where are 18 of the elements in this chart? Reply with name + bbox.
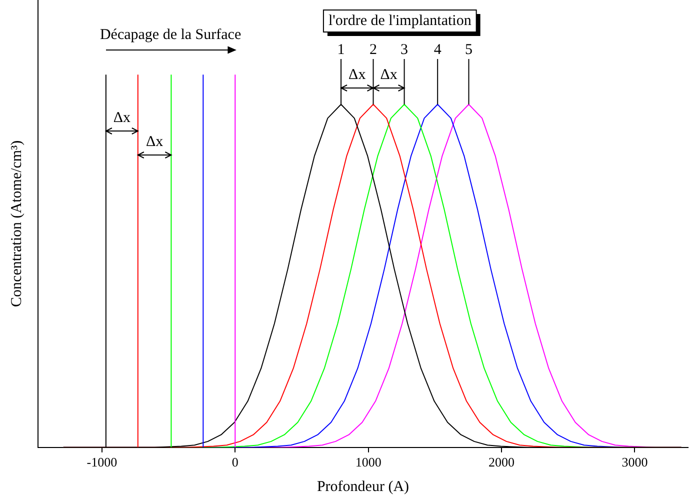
text: 2 [370,42,378,58]
text: 4 [434,42,442,58]
x-axis-title: Profondeur (A) [316,478,410,495]
annotation: Δx [348,66,366,83]
annotation: Δx [380,66,398,83]
text: 3 [400,42,408,58]
x-tick-label: 3000 [622,454,648,470]
text: 5 [465,42,473,58]
text: Décapage de la Surface [100,26,242,43]
annotation: Δx [113,110,131,126]
x-tick-label: 2000 [488,454,515,470]
text: l'ordre de l'implantation [328,12,472,29]
annotation: Δx [146,134,164,150]
text: 1 [337,42,345,58]
x-tick-label: 0 [232,454,238,470]
x-tick-label: 1000 [355,454,382,470]
y-axis-title: Concentration (Atome/cm³) [8,140,25,307]
x-tick-label: -1000 [86,454,118,470]
